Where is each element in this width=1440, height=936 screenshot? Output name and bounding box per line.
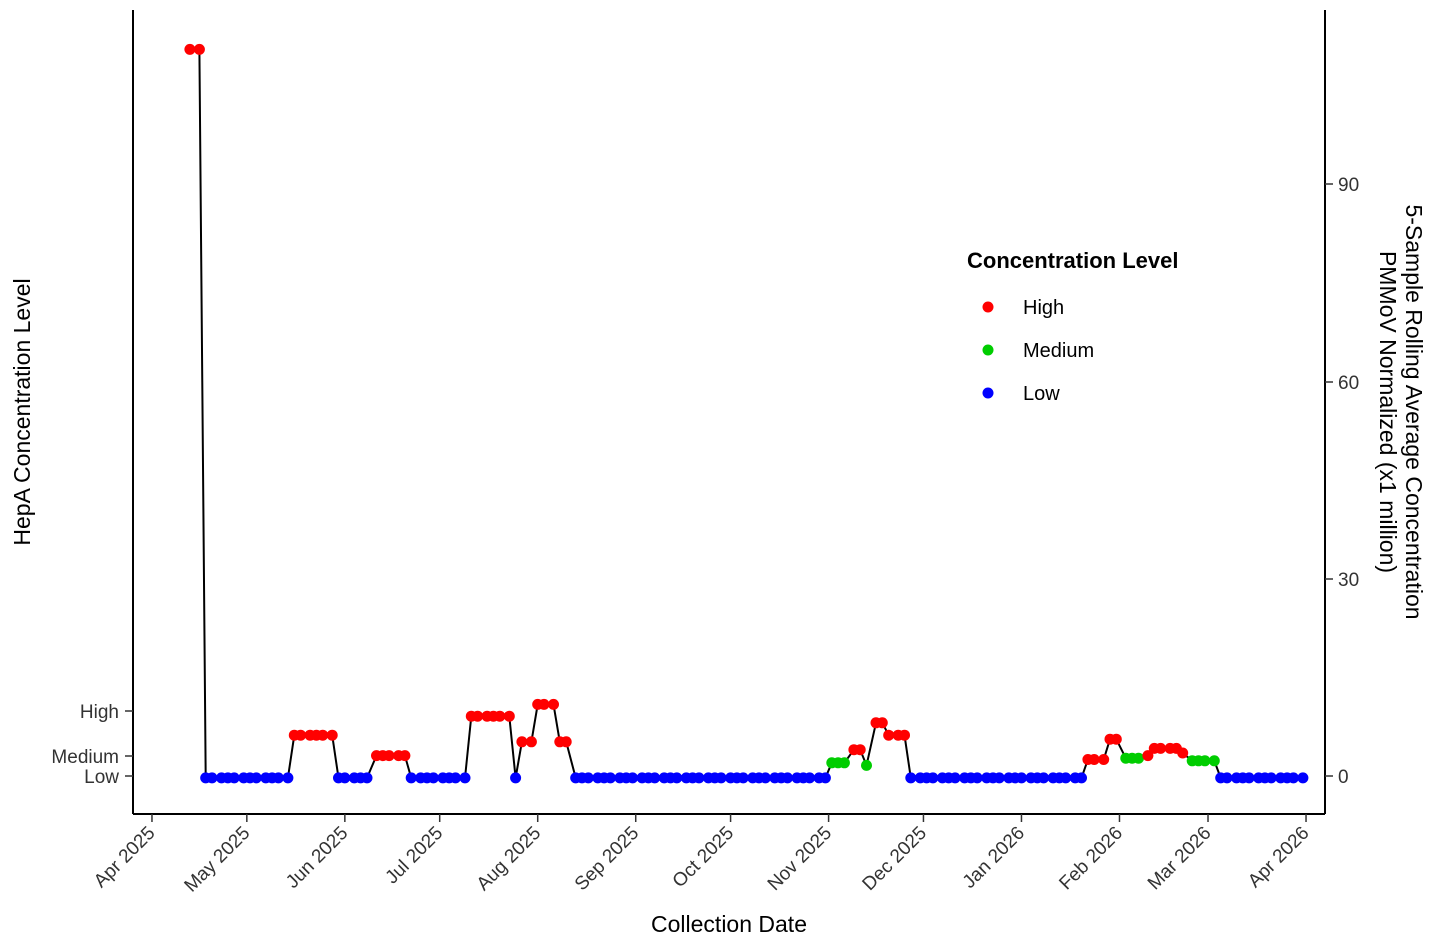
legend-marker-medium <box>982 344 994 356</box>
data-point-high <box>193 43 205 55</box>
right-tick-label-0: 0 <box>1338 767 1349 788</box>
data-point-high <box>184 43 196 55</box>
left-tick-label-low: Low <box>84 767 119 788</box>
data-point-medium <box>1208 755 1220 767</box>
data-point-low <box>427 772 439 784</box>
right-tick-label-30: 30 <box>1338 570 1359 591</box>
data-point-low <box>737 772 749 784</box>
data-point-high <box>854 744 866 756</box>
data-point-low <box>693 772 705 784</box>
data-point-high <box>317 729 329 741</box>
data-point-high <box>1098 754 1110 765</box>
data-point-high <box>548 698 559 710</box>
left-tick-label-medium: Medium <box>51 747 119 768</box>
data-point-high <box>876 717 888 729</box>
data-point-low <box>782 772 793 784</box>
data-point-low <box>971 772 983 784</box>
right-axis-title-line1: 5-Sample Rolling Average Concentration <box>1401 204 1427 619</box>
x-axis-title: Collection Date <box>651 911 807 936</box>
data-point-high <box>1142 750 1154 762</box>
data-point-low <box>1297 772 1309 784</box>
data-point-low <box>450 772 461 784</box>
data-point-low <box>1265 772 1277 784</box>
data-point-low <box>361 772 373 784</box>
data-point-low <box>405 772 417 784</box>
data-point-low <box>949 772 961 784</box>
data-point-low <box>459 772 471 784</box>
data-point-high <box>1177 747 1189 759</box>
data-point-high <box>503 710 515 722</box>
data-point-high <box>326 729 338 741</box>
data-point-low <box>804 772 816 784</box>
right-tick-label-90: 90 <box>1338 175 1359 196</box>
data-point-high <box>1110 733 1122 745</box>
data-point-high <box>899 729 910 741</box>
data-point-low <box>1221 772 1233 784</box>
data-point-low <box>272 772 284 784</box>
right-axis: 0 30 60 90 <box>1325 175 1359 788</box>
data-point-low <box>927 772 939 784</box>
data-point-low <box>905 772 917 784</box>
data-point-high <box>1088 754 1100 765</box>
data-point-high <box>883 729 895 741</box>
data-point-low <box>604 772 616 784</box>
data-point-low <box>627 772 639 784</box>
data-point-low <box>715 772 727 784</box>
data-point-high <box>295 729 307 741</box>
legend-label-medium: Medium <box>1023 340 1094 362</box>
legend-label-high: High <box>1023 297 1064 319</box>
data-point-low <box>582 772 594 784</box>
right-tick-label-60: 60 <box>1338 373 1359 394</box>
data-point-low <box>819 772 831 784</box>
right-axis-title-line2: PMMoV Normalized (x1 million) <box>1375 251 1401 573</box>
data-point-low <box>1076 772 1087 784</box>
data-point-low <box>671 772 683 784</box>
left-tick-label-high: High <box>80 702 119 723</box>
data-point-low <box>282 772 294 784</box>
data-point-low <box>206 772 218 784</box>
data-point-low <box>649 772 661 784</box>
data-point-high <box>494 710 506 722</box>
data-point-high <box>560 736 572 748</box>
data-point-medium <box>861 759 872 771</box>
legend: Concentration Level High Medium Low <box>967 248 1178 405</box>
data-point-low <box>759 772 771 784</box>
data-point-low <box>1016 772 1027 784</box>
data-point-low <box>510 772 522 784</box>
data-point-high <box>1155 742 1167 754</box>
data-point-high <box>538 698 550 710</box>
data-point-low <box>250 772 262 784</box>
data-point-medium <box>1199 755 1211 767</box>
data-point-high <box>383 750 395 762</box>
data-point-low <box>1243 772 1255 784</box>
data-point-high <box>525 736 537 748</box>
data-point-low <box>228 772 240 784</box>
data-point-low <box>1060 772 1072 784</box>
data-point-low <box>1038 772 1050 784</box>
series-layer <box>184 43 1309 784</box>
legend-marker-low <box>982 387 994 399</box>
data-point-high <box>472 710 484 722</box>
data-point-low <box>993 772 1005 784</box>
data-point-high <box>516 736 528 748</box>
legend-marker-high <box>982 301 994 313</box>
data-point-medium <box>1133 752 1144 764</box>
legend-label-low: Low <box>1023 383 1060 405</box>
data-point-low <box>339 772 351 784</box>
left-axis: High Medium Low <box>51 702 133 788</box>
left-axis-title: HepA Concentration Level <box>9 278 35 545</box>
legend-title: Concentration Level <box>967 248 1178 273</box>
data-point-low <box>1287 772 1299 784</box>
data-point-medium <box>838 757 850 769</box>
data-point-high <box>399 750 411 762</box>
